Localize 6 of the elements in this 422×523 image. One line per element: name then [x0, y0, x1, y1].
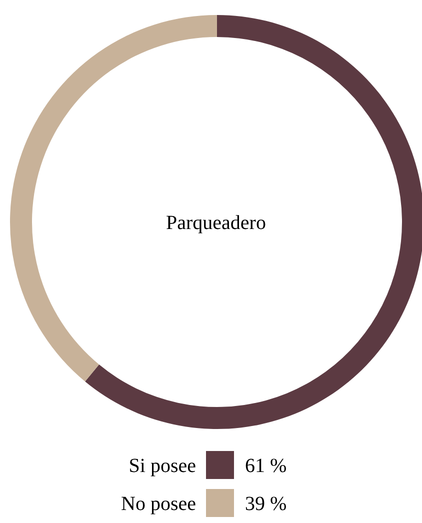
- data-label: 61 %: [245, 455, 287, 477]
- legend-label: Si posee: [128, 455, 196, 477]
- legend-label: No posee: [121, 493, 196, 515]
- text: Parqueadero: [166, 212, 266, 234]
- data-label: 39 %: [245, 493, 287, 515]
- donut-slice: [85, 15, 422, 429]
